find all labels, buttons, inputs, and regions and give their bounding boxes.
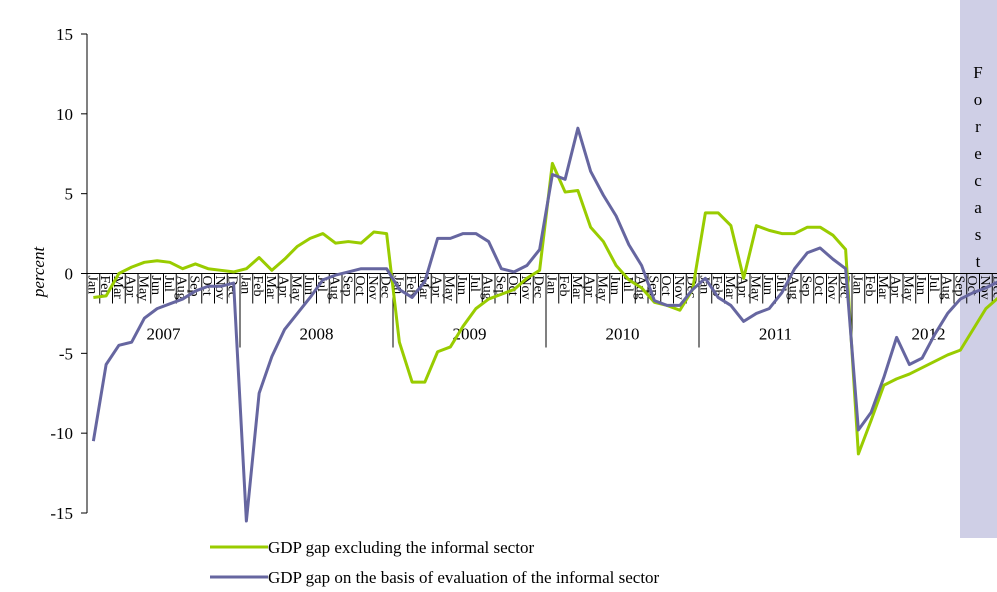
forecast-band: [960, 0, 997, 538]
x-tick-label: Aug: [327, 276, 342, 300]
x-tick-label: Feb: [862, 276, 877, 297]
x-tick-label: Jul: [161, 276, 176, 292]
y-tick-label: 0: [65, 265, 74, 284]
x-tick-label: Apr: [276, 276, 291, 298]
year-label: 2011: [759, 325, 792, 344]
x-tick-label: Jan: [237, 276, 252, 295]
x-tick-label: Dec: [378, 276, 393, 299]
series-line: [93, 161, 997, 456]
x-tick-label: Aug: [174, 276, 189, 300]
x-tick-label: Mar: [569, 276, 584, 300]
x-tick-label: May: [135, 276, 150, 302]
x-tick-label: Apr: [888, 276, 903, 298]
x-tick-label: Feb: [97, 276, 112, 297]
x-tick-label: May: [441, 276, 456, 302]
series-line: [91, 126, 997, 523]
x-tick-label: Apr: [735, 276, 750, 298]
x-tick-label: Nov: [365, 276, 380, 300]
x-tick-label: May: [747, 276, 762, 302]
x-tick-label: Dec: [225, 276, 240, 299]
x-tick-label: Sep: [492, 276, 507, 297]
y-tick-label: 15: [56, 25, 73, 44]
x-tick-label: Apr: [429, 276, 444, 298]
x-tick-label: Mar: [875, 276, 890, 300]
x-tick-label: Feb: [403, 276, 418, 297]
x-tick-label: Apr: [582, 276, 597, 298]
x-tick-label: May: [900, 276, 915, 302]
x-tick-label: Sep: [339, 276, 354, 297]
x-tick-label: Sep: [951, 276, 966, 297]
x-tick-label: Aug: [939, 276, 954, 300]
x-tick-label: Sep: [798, 276, 813, 297]
y-tick-label: -5: [59, 344, 73, 363]
x-tick-label: Feb: [556, 276, 571, 297]
x-tick-label: Feb: [250, 276, 265, 297]
x-tick-label: Mar: [722, 276, 737, 300]
legend-label: GDP gap excluding the informal sector: [268, 538, 534, 557]
x-tick-label: Jun: [301, 276, 316, 295]
x-tick-label: Jul: [467, 276, 482, 292]
x-tick-label: Jan: [543, 276, 558, 295]
x-tick-label: Sep: [645, 276, 660, 297]
x-tick-label: Oct: [352, 276, 367, 296]
x-tick-label: Jun: [913, 276, 928, 295]
x-tick-label: Apr: [123, 276, 138, 298]
x-tick-label: May: [288, 276, 303, 302]
x-tick-label: Mar: [263, 276, 278, 300]
x-tick-label: Jun: [148, 276, 163, 295]
x-tick-label: Oct: [811, 276, 826, 296]
y-tick-label: -10: [50, 424, 73, 443]
year-label: 2008: [300, 325, 334, 344]
x-tick-label: Nov: [671, 276, 686, 300]
y-tick-label: 5: [65, 185, 74, 204]
x-tick-label: Jan: [849, 276, 864, 295]
x-tick-label: Jun: [454, 276, 469, 295]
y-tick-label: -15: [50, 504, 73, 523]
x-tick-label: Jun: [607, 276, 622, 295]
year-label: 2010: [606, 325, 640, 344]
x-tick-label: Aug: [480, 276, 495, 300]
x-tick-label: Jul: [926, 276, 941, 292]
y-axis-label: percent: [29, 246, 48, 299]
x-tick-label: Dec: [531, 276, 546, 299]
x-tick-label: Dec: [990, 276, 997, 299]
x-tick-label: Oct: [658, 276, 673, 296]
x-tick-label: May: [594, 276, 609, 302]
legend-label: GDP gap on the basis of evaluation of th…: [268, 568, 660, 587]
x-tick-label: Jun: [760, 276, 775, 295]
x-tick-label: Nov: [824, 276, 839, 300]
year-label: 2007: [147, 325, 182, 344]
x-tick-label: Jan: [84, 276, 99, 295]
y-tick-label: 10: [56, 105, 73, 124]
x-tick-label: Mar: [416, 276, 431, 300]
